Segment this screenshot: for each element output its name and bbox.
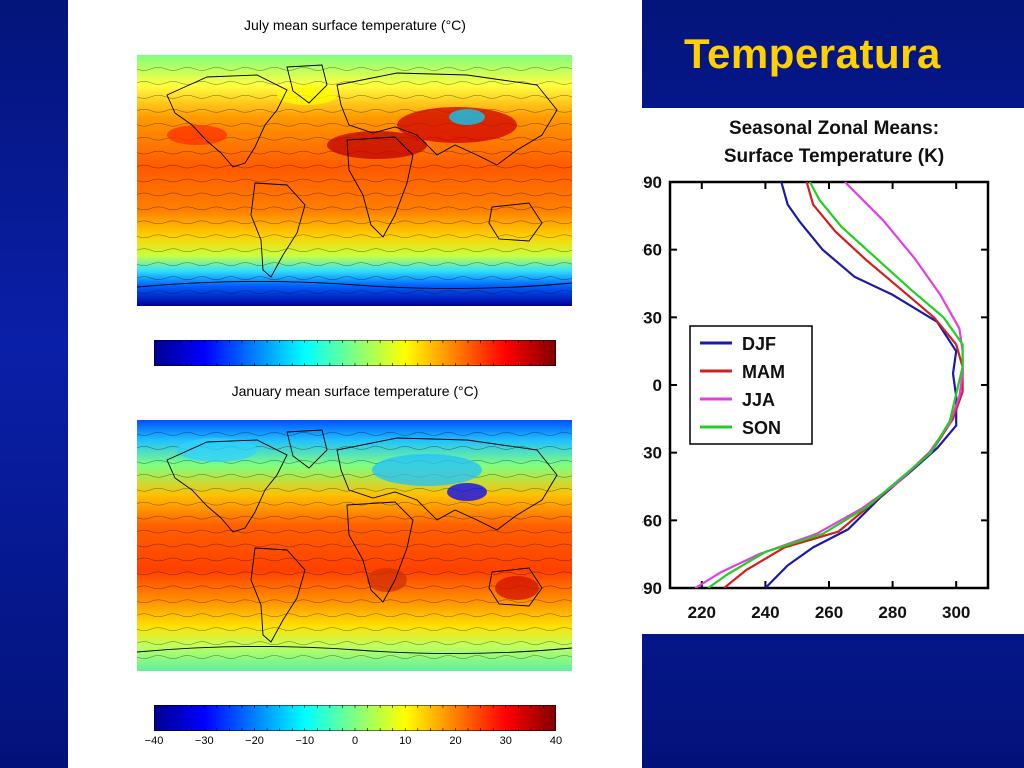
chart-subtitle: Surface Temperature (K) <box>724 146 944 167</box>
coastline <box>286 429 328 469</box>
isotherm-line <box>137 474 572 478</box>
y-tick-label: -30 <box>642 444 662 463</box>
isotherm-line <box>137 234 572 239</box>
chart-title: Seasonal Zonal Means: <box>729 118 939 139</box>
x-tick-label: 260 <box>815 603 843 622</box>
coastline <box>336 72 558 166</box>
isotherm-line <box>137 655 572 659</box>
isotherm-line <box>137 290 572 294</box>
x-tick-label: 300 <box>942 603 970 622</box>
isotherm-line <box>137 276 572 280</box>
x-tick-label: 220 <box>688 603 716 622</box>
colorbar-tick-label: 40 <box>549 735 563 747</box>
january-colorbar <box>154 705 556 731</box>
isotherm-line <box>137 67 572 71</box>
isotherm-line <box>137 529 572 534</box>
isotherm-line <box>137 557 572 562</box>
colorbar-tick-label: −30 <box>194 735 214 747</box>
colorbar-gradient <box>154 340 556 366</box>
isotherm-line <box>137 571 572 576</box>
isotherm-line <box>137 206 572 211</box>
coastline <box>346 501 414 603</box>
isotherm-line <box>137 627 572 631</box>
colorbar-gradient <box>154 705 556 731</box>
isotherm-line <box>137 262 572 266</box>
temperature-anomaly <box>327 131 427 159</box>
legend-box <box>689 325 813 445</box>
x-tick-label: 280 <box>878 603 906 622</box>
colorbar-tick-label: 0 <box>351 735 359 747</box>
isotherm-line <box>137 515 572 520</box>
temperature-anomaly <box>372 454 482 486</box>
january-map-title: January mean surface temperature (°C) <box>231 383 479 399</box>
series-line-djf <box>764 182 958 588</box>
isotherm-line <box>137 178 572 183</box>
zonal-mean-chart: Seasonal Zonal Means: Surface Temperature… <box>642 118 990 622</box>
isotherm-line <box>137 641 572 645</box>
legend-label-mam: MAM <box>742 362 785 382</box>
coastline <box>336 437 558 531</box>
isotherm-line <box>137 81 572 85</box>
colorbar-tick-label: 30 <box>499 735 512 747</box>
isotherm-line <box>137 122 572 127</box>
temperature-anomaly <box>397 107 517 143</box>
y-tick-label: +60 <box>642 241 662 260</box>
coastline <box>137 646 572 654</box>
coastline <box>286 64 328 104</box>
temperature-anomaly <box>177 438 257 462</box>
colorbar-tick-label: −10 <box>295 735 315 747</box>
temperature-anomaly <box>367 568 407 592</box>
isotherm-line <box>137 599 572 604</box>
colorbar-tick-label: −20 <box>245 735 264 747</box>
temperature-anomaly <box>495 576 539 600</box>
july-temperature-map <box>137 55 572 306</box>
y-tick-label: 0 <box>653 376 662 395</box>
left-map-panel: July mean surface temperature (°C) Janua… <box>68 0 642 768</box>
isotherm-line <box>137 543 572 548</box>
coastline <box>250 182 306 278</box>
coastline <box>166 439 288 533</box>
july-map-title: July mean surface temperature (°C) <box>244 17 466 33</box>
y-tick-label: +30 <box>642 308 662 327</box>
colorbar-tick-label: 10 <box>399 735 412 747</box>
isotherm-line <box>137 164 572 169</box>
legend-label-djf: DJF <box>742 334 776 354</box>
zonal-mean-chart-panel: Seasonal Zonal Means: Surface Temperature… <box>642 108 1024 634</box>
series-line-son <box>707 182 964 588</box>
x-tick-label: 240 <box>751 603 779 622</box>
coastline <box>488 567 543 607</box>
isotherm-line <box>137 487 572 492</box>
colorbar-tick-label: 20 <box>449 735 462 747</box>
isotherm-line <box>137 248 572 252</box>
y-tick-label: -60 <box>642 511 662 530</box>
isotherm-line <box>137 109 572 113</box>
coastline <box>166 74 288 168</box>
legend-label-jja: JJA <box>742 390 775 410</box>
isotherm-line <box>137 220 572 225</box>
january-temperature-map <box>137 420 572 671</box>
temperature-anomaly <box>167 125 227 145</box>
coastline <box>137 281 572 289</box>
legend-label-son: SON <box>742 418 781 438</box>
july-colorbar <box>154 340 556 366</box>
isotherm-line <box>137 613 572 617</box>
slide-title: Temperatura <box>684 30 941 77</box>
temperature-anomaly <box>449 109 485 125</box>
y-tick-label: +90 <box>642 173 662 192</box>
series-line-mam <box>723 182 964 588</box>
colorbar-tick-label: −40 <box>144 735 164 747</box>
coastline <box>488 202 543 242</box>
y-tick-label: -90 <box>642 579 662 598</box>
isotherm-line <box>137 95 572 99</box>
colorbar-tick-labels: −40 −30 −20 −10 0 10 20 30 40 <box>145 735 562 751</box>
isotherm-line <box>137 192 572 197</box>
temperature-anomaly <box>447 483 487 501</box>
coastline <box>346 136 414 238</box>
coastline <box>250 547 306 643</box>
isotherm-line <box>137 432 572 436</box>
